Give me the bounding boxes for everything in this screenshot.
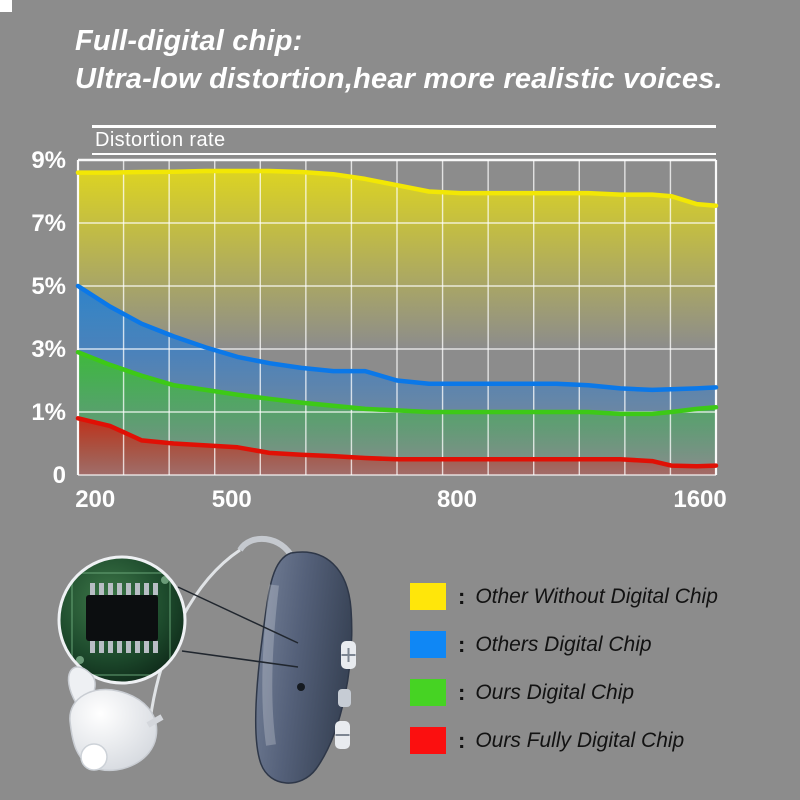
legend-item: : Ours Fully Digital Chip	[410, 727, 718, 754]
chip-macro-border	[57, 555, 187, 685]
header-divider-bottom	[92, 153, 716, 155]
ear-dome	[67, 666, 164, 772]
body-highlight	[262, 584, 279, 746]
header-divider-top	[92, 125, 716, 128]
series-line-1	[75, 283, 719, 393]
legend-separator: :	[458, 631, 466, 657]
y-tick-label: 1%	[31, 399, 66, 426]
x-tick-label: 800	[437, 486, 477, 513]
legend-label: Others Digital Chip	[475, 632, 652, 656]
legend-swatch-green	[410, 679, 446, 706]
y-tick-label: 0	[53, 462, 66, 489]
series-line-3	[75, 416, 719, 469]
chart-title: Distortion rate	[95, 129, 226, 151]
legend-label: Other Without Digital Chip	[475, 584, 718, 608]
legend-label: Ours Digital Chip	[475, 680, 635, 704]
legend-swatch-yellow	[410, 583, 446, 610]
chip	[86, 583, 158, 653]
hearing-aid-illustration	[57, 535, 356, 784]
pcb-traces	[59, 557, 185, 683]
mode-switch-shape	[338, 689, 351, 707]
leader-line	[177, 586, 299, 644]
series-line-0	[75, 168, 719, 208]
distortion-chart: 9% 7% 5% 3% 1% 0 200 500 800 1600	[31, 150, 726, 513]
mic-hole	[297, 683, 305, 691]
corner-artifact	[0, 0, 12, 12]
hearing-aid-body	[254, 551, 353, 784]
x-tick-label: 500	[212, 486, 252, 513]
page-title-line2: Ultra-low distortion,hear more realistic…	[75, 63, 723, 95]
y-tick-label: 3%	[31, 336, 66, 363]
y-tick-label: 5%	[31, 273, 66, 300]
y-tick-label: 7%	[31, 210, 66, 237]
page-title-line1: Full-digital chip:	[75, 25, 303, 57]
plus-glyph	[341, 648, 356, 662]
legend-item: : Others Digital Chip	[410, 631, 718, 658]
legend-swatch-red	[410, 727, 446, 754]
legend-label: Ours Fully Digital Chip	[475, 728, 685, 752]
legend: : Other Without Digital Chip : Others Di…	[410, 583, 718, 754]
legend-item: : Ours Digital Chip	[410, 679, 718, 706]
x-tick-label: 200	[75, 486, 115, 513]
legend-separator: :	[458, 583, 466, 609]
page-title: Full-digital chip: Ultra-low distortion,…	[75, 22, 723, 98]
legend-separator: :	[458, 727, 466, 753]
leader-line	[181, 650, 299, 668]
legend-separator: :	[458, 679, 466, 705]
y-tick-label: 9%	[31, 150, 66, 174]
series-line-2	[75, 349, 719, 417]
x-tick-label: 1600	[673, 486, 726, 513]
legend-item: : Other Without Digital Chip	[410, 583, 718, 610]
legend-swatch-blue	[410, 631, 446, 658]
